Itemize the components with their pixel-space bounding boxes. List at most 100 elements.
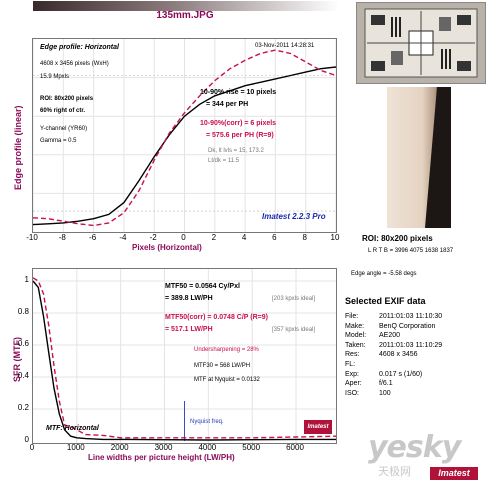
edge-x-tick: -8 bbox=[58, 233, 66, 242]
mtf-y-tick: 0.4 bbox=[17, 371, 29, 380]
exif-row: Res: 4608 x 3456 bbox=[345, 350, 495, 360]
undersharpening: Undersharpening = 28% bbox=[194, 347, 259, 353]
exif-value: 4608 x 3456 bbox=[379, 351, 418, 359]
mtf50-ideal: [203 kpxls ideal] bbox=[272, 296, 316, 302]
exif-row: FL: bbox=[345, 360, 495, 370]
edge-x-axis-label: Pixels (Horizontal) bbox=[132, 243, 202, 252]
channel-info: Y-channel (YR60) bbox=[40, 126, 88, 132]
edge-x-tick: 6 bbox=[272, 233, 277, 242]
edge-y-axis-label: Edge profile (linear) bbox=[13, 105, 23, 190]
mtf-x-axis-label: Line widths per picture height (LW/PH) bbox=[88, 453, 235, 462]
mtf-y-tick: 0.2 bbox=[17, 403, 29, 412]
edge-profile-chart bbox=[33, 39, 336, 232]
exif-value: 100 bbox=[379, 389, 391, 397]
edge-x-tick: 8 bbox=[302, 233, 307, 242]
exif-value: f/6.1 bbox=[379, 380, 393, 388]
mtf50-corr-ideal: [357 kpxls ideal] bbox=[272, 327, 316, 333]
mtf-nyquist-value: MTF at Nyquist = 0.0132 bbox=[194, 377, 260, 383]
gamma-info: Gamma = 0.5 bbox=[40, 138, 77, 144]
edge-date: 03-Nov-2011 14:28:31 bbox=[255, 43, 315, 49]
roi-position: 60% right of ctr. bbox=[40, 108, 86, 114]
mtf-line bbox=[33, 280, 336, 441]
exif-key: Aper: bbox=[345, 380, 362, 388]
mtf50-lwph: = 389.8 LW/PH bbox=[165, 295, 213, 302]
exif-row: ISO: 100 bbox=[345, 389, 495, 399]
edge-profile-line bbox=[33, 66, 336, 226]
exif-value: AE200 bbox=[379, 332, 401, 340]
roi-coordinates: L R T B = 3996 4075 1638 1837 bbox=[368, 248, 454, 254]
exif-value: 2011:01:03 11:10:30 bbox=[379, 313, 443, 320]
edge-panel-title: Edge profile: Horizontal bbox=[40, 44, 119, 51]
levels-info: Dk, lt lvls = 15, 173.2 bbox=[208, 148, 264, 154]
exif-list: File: 2011:01:03 11:10:30 Make: BenQ Corpor… bbox=[345, 312, 495, 398]
watermark-text: yesky bbox=[368, 430, 461, 465]
exif-key: Taken: bbox=[345, 341, 366, 349]
exif-key: Exp: bbox=[345, 370, 360, 378]
mtf-chart bbox=[33, 269, 336, 443]
mtf-x-tick: 0 bbox=[29, 443, 35, 452]
exif-row: Model: AE200 bbox=[345, 331, 495, 341]
megapixels-info: 15.9 Mpxls bbox=[40, 74, 70, 80]
roi-caption: ROI: 80x200 pixels bbox=[362, 234, 433, 243]
mtf50-value: MTF50 = 0.0564 Cy/Pxl bbox=[165, 283, 240, 290]
mtf-x-tick: 2000 bbox=[110, 443, 129, 452]
nyquist-label: Nyquist freq. bbox=[190, 419, 224, 425]
roi-crop-image bbox=[387, 87, 451, 228]
mtf-y-tick: 1 bbox=[24, 275, 29, 284]
exif-value: 2011:01:03 11:10:29 bbox=[379, 341, 443, 349]
yesky-watermark: yesky 天极网 Imatest bbox=[368, 430, 488, 490]
exif-key: File: bbox=[345, 313, 359, 320]
mtf30-value: MTF30 = 568 LW/PH bbox=[194, 363, 251, 369]
mtf50-corr-lwph: = 517.1 LW/PH bbox=[165, 326, 213, 333]
test-chart-thumbnail bbox=[356, 2, 486, 84]
mtf-corrected-line bbox=[33, 277, 336, 439]
mtf-y-tick: 0 bbox=[24, 435, 29, 444]
light-dark-ratio: Lt/dk = 11.5 bbox=[208, 158, 240, 164]
edge-x-tick: 4 bbox=[241, 233, 247, 242]
test-chart-image bbox=[364, 8, 478, 78]
exif-value: 0.017 s (1/60) bbox=[379, 370, 423, 378]
mtf-y-tick: 0.6 bbox=[17, 339, 29, 348]
mtf-panel-title: MTF: Horizontal bbox=[46, 425, 99, 432]
imatest-version: Imatest 2.2.3 Pro bbox=[262, 212, 326, 221]
edge-profile-corrected-line bbox=[33, 49, 336, 227]
mtf50-corr-value: MTF50(corr) = 0.0748 C/P (R=9) bbox=[165, 314, 268, 321]
corr-rise-label: 10-90%(corr) = 6 pixels bbox=[200, 120, 277, 127]
mtf-panel bbox=[32, 268, 337, 444]
mtf-x-tick: 4000 bbox=[198, 443, 217, 452]
corr-per-ph: = 575.6 per PH (R=9) bbox=[206, 132, 274, 139]
edge-angle: Edge angle = -5.58 degs bbox=[351, 271, 417, 277]
exif-key: Make: bbox=[345, 322, 365, 330]
mtf-x-tick: 3000 bbox=[154, 443, 173, 452]
exif-row: Aper: f/6.1 bbox=[345, 379, 495, 389]
exif-key: ISO: bbox=[345, 389, 360, 397]
imatest-logo: Imatest bbox=[430, 467, 478, 480]
exif-value: BenQ Corporation bbox=[379, 322, 436, 330]
exif-row: Exp: 0.017 s (1/60) bbox=[345, 370, 495, 380]
image-size-info: 4608 x 3456 pixels (WxH) bbox=[40, 61, 109, 67]
roi-title: ROI: 80x200 pixels bbox=[40, 96, 94, 102]
edge-x-tick: -10 bbox=[26, 233, 38, 242]
exif-key: FL: bbox=[345, 360, 356, 368]
imatest-corner-logo: Imatest bbox=[304, 420, 332, 434]
density-gradient-bar bbox=[33, 1, 339, 11]
edge-x-tick: -6 bbox=[89, 233, 97, 242]
exif-key: Model: bbox=[345, 332, 367, 340]
mtf-x-tick: 5000 bbox=[242, 443, 261, 452]
mtf-y-tick: 0.8 bbox=[17, 307, 29, 316]
watermark-subtext: 天极网 bbox=[378, 466, 411, 478]
edge-x-tick: 10 bbox=[330, 233, 340, 242]
exif-row: File: 2011:01:03 11:10:30 bbox=[345, 312, 495, 322]
file-title: 135mm.JPG bbox=[156, 10, 214, 21]
roi-edge-image bbox=[387, 87, 451, 228]
mtf-x-tick: 6000 bbox=[286, 443, 304, 452]
rise-per-ph: = 344 per PH bbox=[206, 101, 249, 108]
edge-x-tick: -2 bbox=[149, 233, 157, 242]
edge-x-tick: -4 bbox=[119, 233, 127, 242]
edge-x-tick: 0 bbox=[181, 233, 186, 242]
rise-label: 10-90% rise = 10 pixels bbox=[200, 89, 277, 96]
edge-x-tick: 2 bbox=[211, 233, 217, 242]
exif-title: Selected EXIF data bbox=[345, 296, 426, 306]
edge-profile-panel bbox=[32, 38, 337, 233]
exif-key: Res: bbox=[345, 351, 360, 359]
